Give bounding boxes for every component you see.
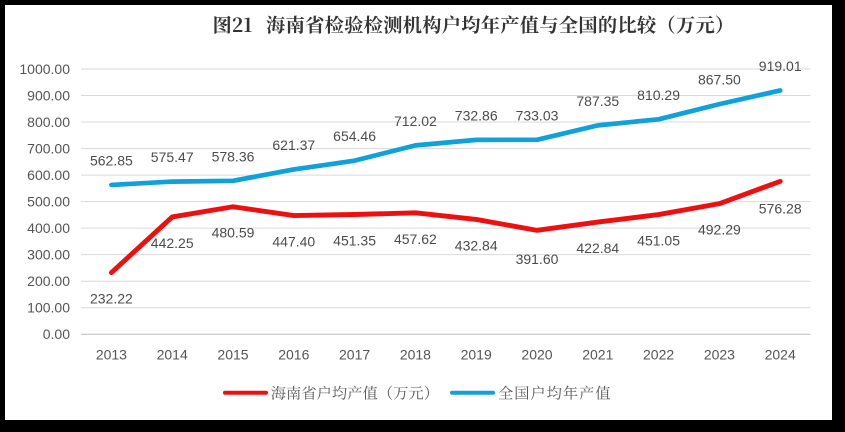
svg-text:578.36: 578.36 xyxy=(212,148,255,164)
svg-text:391.60: 391.60 xyxy=(516,251,559,267)
svg-text:451.05: 451.05 xyxy=(637,233,680,249)
svg-text:575.47: 575.47 xyxy=(151,149,194,165)
svg-text:621.37: 621.37 xyxy=(272,137,315,153)
svg-text:2024: 2024 xyxy=(765,347,796,363)
svg-text:457.62: 457.62 xyxy=(394,231,437,247)
svg-text:919.01: 919.01 xyxy=(759,58,802,74)
svg-text:492.29: 492.29 xyxy=(698,222,741,238)
svg-text:2023: 2023 xyxy=(704,347,735,363)
svg-text:2013: 2013 xyxy=(96,347,127,363)
svg-text:1000.00: 1000.00 xyxy=(19,61,70,77)
svg-text:800.00: 800.00 xyxy=(27,114,70,130)
svg-text:787.35: 787.35 xyxy=(576,93,619,109)
svg-text:400.00: 400.00 xyxy=(27,220,70,236)
svg-text:733.03: 733.03 xyxy=(516,107,559,123)
svg-text:654.46: 654.46 xyxy=(333,128,376,144)
svg-text:447.40: 447.40 xyxy=(272,234,315,250)
svg-text:480.59: 480.59 xyxy=(212,225,255,241)
svg-text:2017: 2017 xyxy=(339,347,370,363)
svg-text:2014: 2014 xyxy=(157,347,188,363)
svg-text:500.00: 500.00 xyxy=(27,194,70,210)
svg-text:2020: 2020 xyxy=(521,347,552,363)
svg-text:732.86: 732.86 xyxy=(455,107,498,123)
svg-text:232.22: 232.22 xyxy=(90,291,133,307)
svg-text:900.00: 900.00 xyxy=(27,88,70,104)
svg-text:867.50: 867.50 xyxy=(698,72,741,88)
svg-text:300.00: 300.00 xyxy=(27,247,70,263)
svg-text:576.28: 576.28 xyxy=(759,200,802,216)
svg-text:451.35: 451.35 xyxy=(333,233,376,249)
svg-text:562.85: 562.85 xyxy=(90,152,133,168)
svg-text:2021: 2021 xyxy=(582,347,613,363)
svg-text:100.00: 100.00 xyxy=(27,300,70,316)
svg-text:2018: 2018 xyxy=(400,347,431,363)
svg-text:432.84: 432.84 xyxy=(455,237,498,253)
svg-text:2022: 2022 xyxy=(643,347,674,363)
svg-text:810.29: 810.29 xyxy=(637,87,680,103)
svg-text:2015: 2015 xyxy=(217,347,248,363)
svg-text:2019: 2019 xyxy=(461,347,492,363)
svg-text:600.00: 600.00 xyxy=(27,167,70,183)
svg-text:422.84: 422.84 xyxy=(576,240,619,256)
svg-text:0.00: 0.00 xyxy=(43,326,70,342)
svg-text:712.02: 712.02 xyxy=(394,113,437,129)
svg-text:200.00: 200.00 xyxy=(27,273,70,289)
svg-text:442.25: 442.25 xyxy=(151,235,194,251)
svg-text:2016: 2016 xyxy=(278,347,309,363)
svg-text:700.00: 700.00 xyxy=(27,141,70,157)
